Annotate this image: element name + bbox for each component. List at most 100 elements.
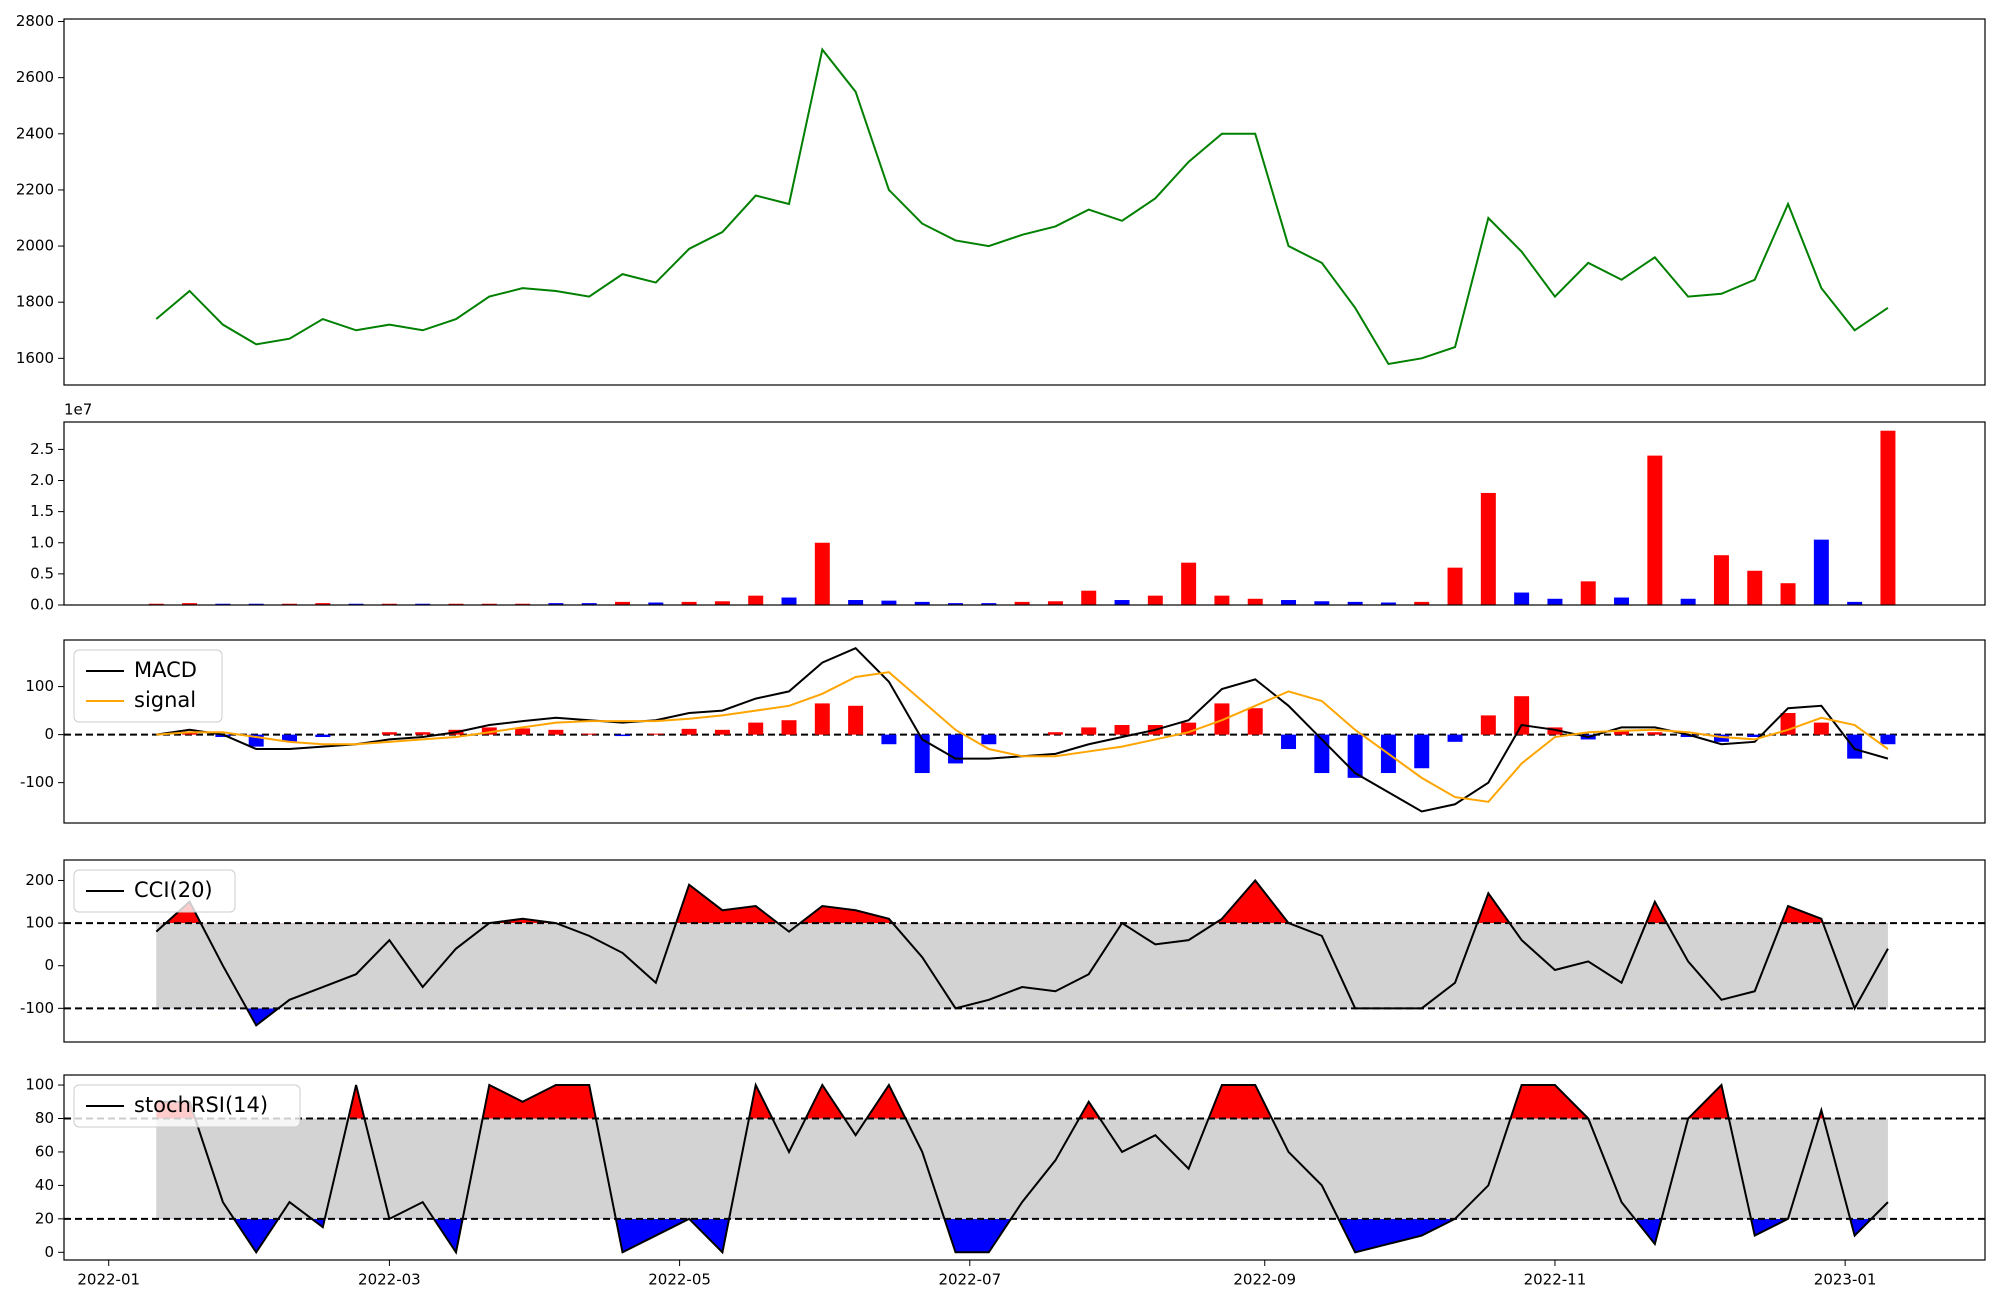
y-tick-label: 200 xyxy=(25,871,54,889)
volume-bar xyxy=(481,603,497,605)
volume-bar xyxy=(1314,601,1330,605)
volume-bar xyxy=(1414,601,1430,605)
volume-bar xyxy=(182,603,198,605)
histogram-bar xyxy=(714,729,730,735)
volume-bar xyxy=(1147,595,1163,605)
axes-frame xyxy=(63,421,1986,606)
y-tick-label: 2400 xyxy=(16,124,54,142)
volume-bar xyxy=(1247,598,1263,605)
y-tick-label: 40 xyxy=(35,1176,54,1194)
volume-bar xyxy=(1447,567,1463,605)
y-tick-label: 2600 xyxy=(16,68,54,86)
histogram-bar xyxy=(381,732,397,735)
y-tick-label: 100 xyxy=(25,914,54,932)
volume-bar xyxy=(248,603,264,605)
histogram-bar xyxy=(1447,734,1463,742)
histogram-bar xyxy=(1114,725,1130,735)
y-tick-label: 0 xyxy=(44,1243,54,1261)
y-tick-label: 100 xyxy=(25,1076,54,1094)
y-tick-label: 1600 xyxy=(16,349,54,367)
histogram-bar xyxy=(615,734,631,737)
volume-bar xyxy=(914,601,930,605)
volume-bar xyxy=(948,603,964,605)
offset-label: 1e7 xyxy=(64,401,92,419)
x-tick-label: 2023-01 xyxy=(1814,1271,1877,1289)
y-tick-label: 1.5 xyxy=(30,502,54,520)
legend-box xyxy=(73,1084,301,1128)
volume-bar xyxy=(1081,590,1097,605)
volume-bar xyxy=(315,603,331,605)
histogram-bar xyxy=(481,727,497,735)
volume-bar xyxy=(981,603,997,605)
histogram-bar xyxy=(1281,734,1297,750)
volume-bar xyxy=(515,603,531,605)
volume-bar xyxy=(1514,592,1530,605)
histogram-bar xyxy=(182,732,198,735)
volume-bar xyxy=(1014,601,1030,605)
histogram-bar xyxy=(1214,703,1230,735)
series-line xyxy=(155,878,1889,1027)
histogram-bar xyxy=(415,732,431,735)
series-line xyxy=(156,1081,1889,1255)
histogram-bar xyxy=(781,720,797,735)
volume-bar xyxy=(1813,539,1829,605)
volume-bar xyxy=(1680,598,1696,605)
histogram-bar xyxy=(1547,727,1563,735)
volume-bar xyxy=(1047,601,1063,605)
volume-bar xyxy=(1347,601,1363,605)
y-tick-label: 2800 xyxy=(16,12,54,30)
x-tick-label: 2022-03 xyxy=(358,1271,421,1289)
histogram-bar xyxy=(1047,732,1063,735)
y-tick-label: 2.0 xyxy=(30,471,54,489)
legend-label: stochRSI(14) xyxy=(134,1093,268,1117)
y-tick-label: 2200 xyxy=(16,180,54,198)
y-tick-label: 100 xyxy=(25,677,54,695)
volume-bar xyxy=(1880,430,1896,605)
volume-bar xyxy=(282,603,297,605)
volume-bar xyxy=(814,542,830,605)
series-line xyxy=(155,47,1889,366)
volume-bar xyxy=(215,603,231,605)
axes-frame xyxy=(63,639,1986,824)
volume-bar xyxy=(1480,492,1496,605)
histogram-bar xyxy=(1647,732,1663,735)
y-tick-label: -100 xyxy=(20,773,54,791)
histogram-bar xyxy=(981,734,997,745)
histogram-bar xyxy=(1614,731,1630,735)
volume-bar xyxy=(348,603,364,605)
histogram-bar xyxy=(548,729,564,735)
x-tick-label: 2022-11 xyxy=(1524,1271,1587,1289)
histogram-bar xyxy=(814,703,830,735)
volume-bar xyxy=(1614,597,1630,605)
legend-box xyxy=(73,869,236,913)
y-tick-label: 80 xyxy=(35,1109,54,1127)
legend-box xyxy=(73,649,223,723)
volume-bar xyxy=(1847,601,1863,605)
y-tick-label: 0.0 xyxy=(30,596,54,614)
volume-bar xyxy=(781,597,797,605)
volume-bar xyxy=(415,603,431,605)
histogram-bar xyxy=(1813,722,1829,735)
volume-bar xyxy=(648,602,664,605)
above-fill xyxy=(165,880,1823,924)
volume-bar xyxy=(381,603,397,605)
volume-bar xyxy=(714,601,730,605)
y-tick-label: 2000 xyxy=(16,237,54,255)
series-line xyxy=(156,671,1889,803)
volume-bar xyxy=(848,600,864,605)
volume-bar xyxy=(448,603,464,605)
histogram-bar xyxy=(848,705,864,735)
histogram-bar xyxy=(1680,734,1696,738)
volume-bar xyxy=(1181,562,1197,605)
above-fill xyxy=(156,1085,1824,1119)
x-tick-label: 2022-09 xyxy=(1233,1271,1296,1289)
y-tick-label: -100 xyxy=(20,999,54,1017)
axes-frame xyxy=(63,1074,1986,1261)
histogram-bar xyxy=(1347,734,1363,778)
histogram-bar xyxy=(1847,734,1863,759)
histogram-bar xyxy=(748,722,764,735)
volume-bar xyxy=(148,603,164,605)
volume-bar xyxy=(681,601,697,605)
